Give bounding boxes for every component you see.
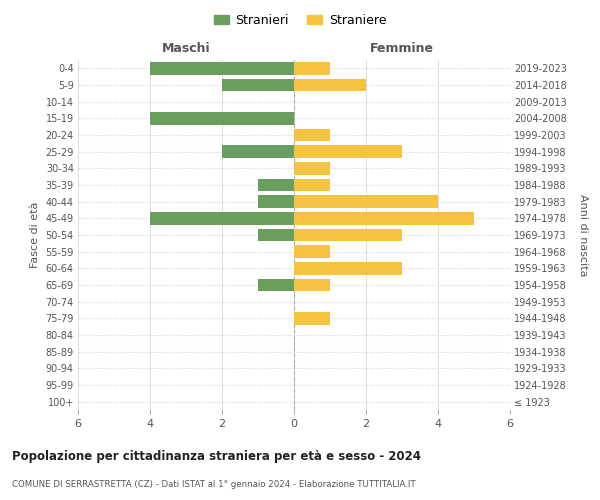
Bar — [150, 112, 294, 124]
Bar — [294, 212, 474, 224]
Bar — [222, 146, 294, 158]
Bar — [258, 179, 294, 192]
Bar — [150, 212, 294, 224]
Y-axis label: Anni di nascita: Anni di nascita — [578, 194, 588, 276]
Text: Popolazione per cittadinanza straniera per età e sesso - 2024: Popolazione per cittadinanza straniera p… — [12, 450, 421, 463]
Bar — [294, 196, 438, 208]
Bar — [294, 279, 330, 291]
Bar — [294, 129, 330, 141]
Bar — [294, 79, 366, 92]
Bar — [150, 62, 294, 74]
Bar — [258, 279, 294, 291]
Bar — [222, 79, 294, 92]
Bar — [294, 162, 330, 174]
Legend: Stranieri, Straniere: Stranieri, Straniere — [209, 8, 391, 32]
Bar — [258, 229, 294, 241]
Bar — [294, 179, 330, 192]
Bar — [294, 146, 402, 158]
Bar — [294, 312, 330, 324]
Bar — [294, 246, 330, 258]
Bar — [294, 62, 330, 74]
Text: COMUNE DI SERRASTRETTA (CZ) - Dati ISTAT al 1° gennaio 2024 - Elaborazione TUTTI: COMUNE DI SERRASTRETTA (CZ) - Dati ISTAT… — [12, 480, 416, 489]
Bar — [294, 229, 402, 241]
Y-axis label: Fasce di età: Fasce di età — [30, 202, 40, 268]
Text: Maschi: Maschi — [161, 42, 211, 55]
Bar — [294, 262, 402, 274]
Bar — [258, 196, 294, 208]
Text: Femmine: Femmine — [370, 42, 434, 55]
